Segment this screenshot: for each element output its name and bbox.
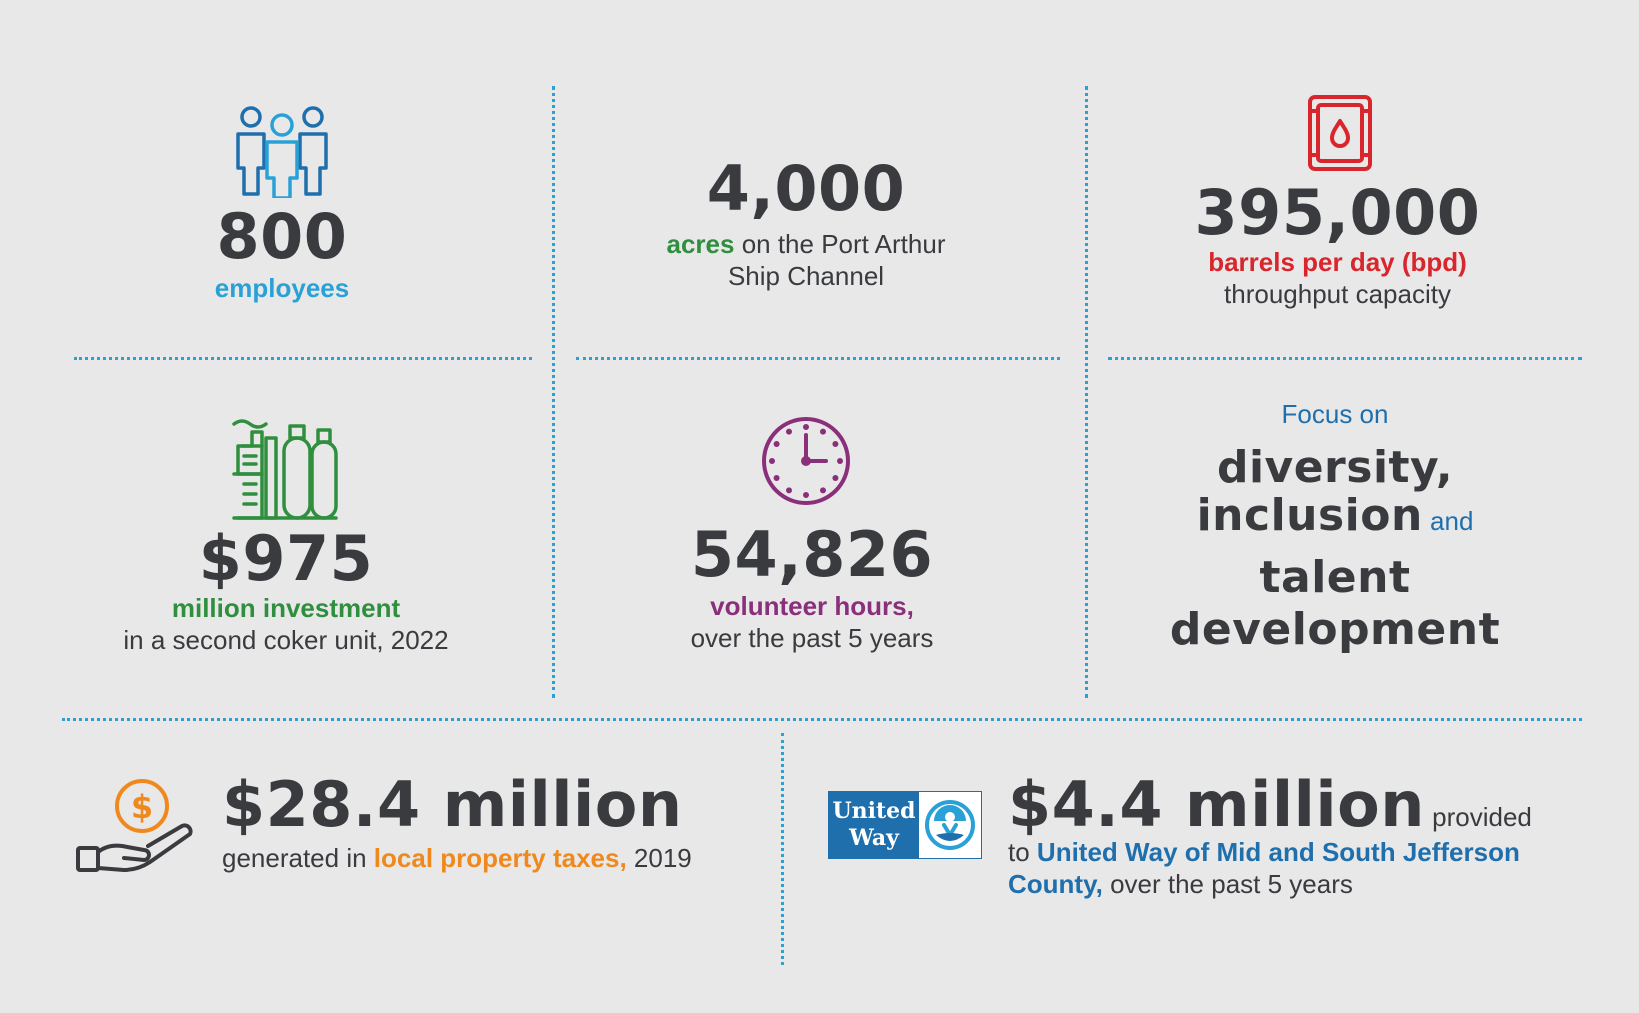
volunteer-label-line2: over the past 5 years xyxy=(690,623,934,653)
acres-label-line2: Ship Channel xyxy=(727,261,885,291)
barrels-value: 395,000 xyxy=(1194,176,1481,249)
horizontal-divider-middle xyxy=(576,357,1060,360)
diversity-intro: Focus on xyxy=(1281,399,1389,429)
volunteer-label: volunteer hours, xyxy=(710,591,914,621)
diversity-stat: Focus on diversity, inclusion and talent… xyxy=(1120,398,1550,656)
employees-value: 800 xyxy=(216,200,348,273)
united-way-logo: United Way xyxy=(828,791,982,859)
united-way-emblem-icon xyxy=(919,792,981,858)
investment-stat: $975 million investment in a second coke… xyxy=(100,528,472,656)
diversity-line2-big: inclusion xyxy=(1196,490,1423,541)
horizontal-divider-bottom xyxy=(62,718,1582,721)
vertical-divider-bottom xyxy=(781,733,784,965)
acres-label: acres on the Port Arthur xyxy=(596,228,1016,260)
vertical-divider-right xyxy=(1085,86,1088,698)
investment-label-line2: in a second coker unit, 2022 xyxy=(123,625,449,655)
volunteer-stat: 54,826 volunteer hours, over the past 5 … xyxy=(612,524,1012,654)
united-way-value-line: $4.4 million provided xyxy=(1008,774,1608,836)
acres-label-em: acres xyxy=(666,229,735,259)
taxes-label-post: 2019 xyxy=(626,843,692,873)
diversity-line1: diversity, xyxy=(1216,442,1454,493)
taxes-stat: $28.4 million generated in local propert… xyxy=(222,774,742,874)
barrels-label: barrels per day (bpd) xyxy=(1208,247,1467,277)
united-way-label-post: over the past 5 years xyxy=(1102,869,1353,899)
investment-label: million investment xyxy=(171,593,401,623)
oil-barrel-icon xyxy=(1308,95,1372,171)
clock-icon xyxy=(760,415,852,507)
united-way-stat: $4.4 million provided to United Way of M… xyxy=(1008,774,1608,900)
refinery-icon xyxy=(232,418,340,520)
united-way-label-pre: to xyxy=(1008,837,1037,867)
diversity-line3: talent xyxy=(1259,552,1411,603)
investment-value: $975 xyxy=(198,522,374,595)
vertical-divider-left xyxy=(552,86,555,698)
barrels-stat: 395,000 barrels per day (bpd) throughput… xyxy=(1130,182,1545,310)
united-way-label-line1: to United Way of Mid and South Jefferson xyxy=(1008,836,1608,868)
barrels-label-line2: throughput capacity xyxy=(1224,279,1451,309)
horizontal-divider-right xyxy=(1108,357,1582,360)
united-way-label-em2: County, xyxy=(1008,869,1103,899)
people-icon xyxy=(234,104,330,198)
volunteer-value: 54,826 xyxy=(690,518,934,591)
united-way-label-em1: United Way of Mid and South Jefferson xyxy=(1036,837,1520,867)
employees-stat: 800 employees xyxy=(180,206,384,304)
diversity-line4: development xyxy=(1169,604,1501,655)
united-way-logo-text: United Way xyxy=(829,792,919,858)
acres-value: 4,000 xyxy=(706,152,906,225)
united-way-value-suffix: provided xyxy=(1424,802,1532,832)
united-way-logo-line1: United xyxy=(832,798,916,824)
united-way-value: $4.4 million xyxy=(1008,768,1425,841)
united-way-logo-line2: Way xyxy=(849,825,899,851)
diversity-line2-small: and xyxy=(1422,506,1474,536)
employees-label: employees xyxy=(214,273,350,303)
horizontal-divider-left xyxy=(74,357,532,360)
diversity-line2: inclusion and xyxy=(1120,494,1550,552)
united-way-label-line2: County, over the past 5 years xyxy=(1008,868,1608,900)
taxes-label-em: local property taxes, xyxy=(373,843,627,873)
hand-coin-icon: $ xyxy=(76,778,198,874)
svg-text:$: $ xyxy=(131,788,153,826)
taxes-value: $28.4 million xyxy=(222,768,683,841)
acres-stat: 4,000 acres on the Port Arthur Ship Chan… xyxy=(596,158,1016,292)
taxes-label-pre: generated in xyxy=(222,843,374,873)
taxes-label: generated in local property taxes, 2019 xyxy=(222,842,742,874)
acres-label-rest: on the Port Arthur xyxy=(734,229,946,259)
